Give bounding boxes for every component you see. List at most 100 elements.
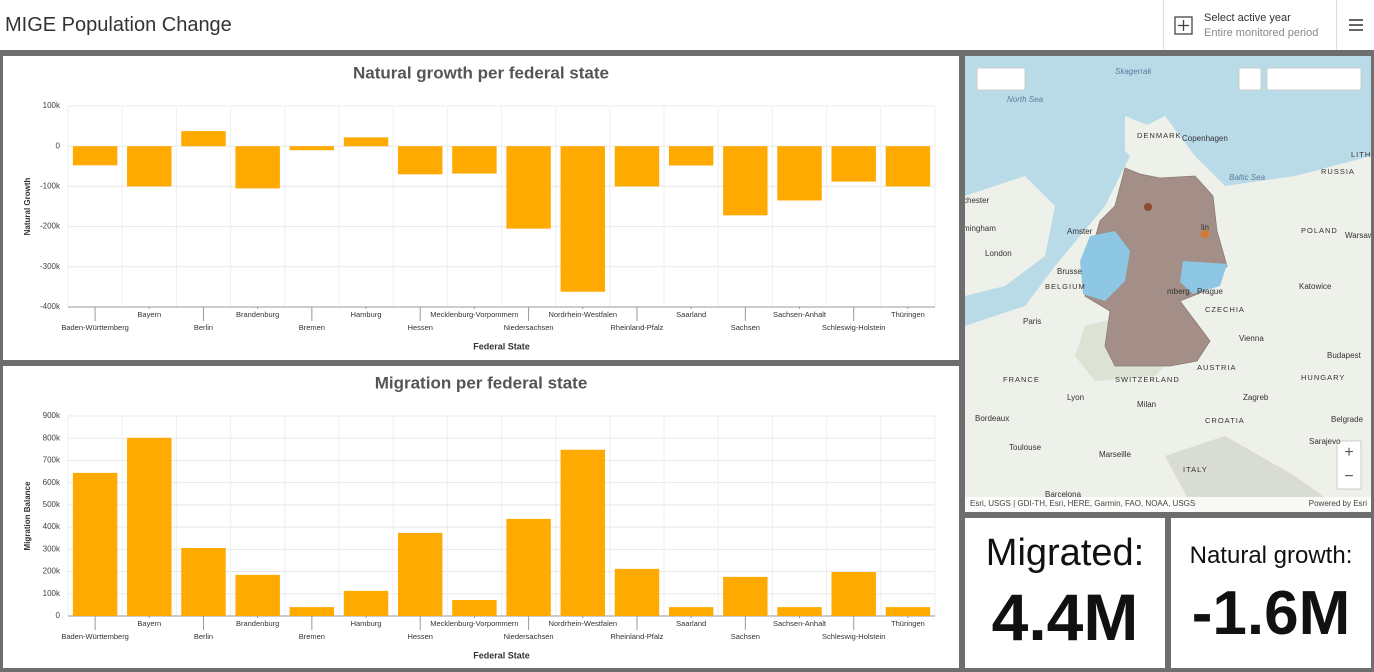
y-axis-title: Natural Growth: [23, 177, 32, 235]
indicator-label: Migrated:: [985, 532, 1145, 574]
map-label: Sarajevo: [1309, 437, 1341, 446]
y-tick-label: -200k: [40, 222, 61, 231]
x-tick-label: Mecklenburg-Vorpommern: [430, 619, 518, 628]
map-label: Baltic Sea: [1229, 173, 1266, 182]
bar: [235, 146, 280, 189]
menu-button[interactable]: [1336, 0, 1374, 50]
x-tick-label: Brandenburg: [236, 310, 279, 319]
zoom-out[interactable]: −: [1344, 468, 1353, 485]
x-tick-label: Hamburg: [351, 310, 382, 319]
map-label: RUSSIA: [1321, 167, 1355, 176]
x-tick-label: Bayern: [137, 310, 161, 319]
x-tick-label: Nordrhein-Westfalen: [548, 310, 617, 319]
year-value: Entire monitored period: [1204, 27, 1319, 39]
map-label: London: [985, 249, 1012, 258]
state-highlight: [1080, 231, 1130, 301]
x-tick-label: Baden-Württemberg: [61, 323, 129, 332]
map-label: LITH: [1351, 150, 1371, 159]
x-tick-label: Baden-Württemberg: [61, 632, 129, 641]
app-title: MIGE Population Change: [5, 14, 232, 36]
state-highlight: [1180, 261, 1227, 294]
map-label: Copenhagen: [1182, 134, 1228, 143]
bar: [452, 146, 497, 174]
map-label: lin: [1201, 223, 1209, 232]
x-tick-label: Rheinland-Pfalz: [610, 632, 663, 641]
map-label: mberg: [1167, 287, 1190, 296]
map-label: Marseille: [1099, 450, 1132, 459]
map-attribution: Esri, USGS | GDI-TH, Esri, HERE, Garmin,…: [970, 499, 1195, 508]
bar: [831, 146, 876, 182]
x-tick-label: Sachsen: [731, 323, 760, 332]
map-label: Warsaw: [1345, 231, 1371, 240]
bar: [777, 146, 822, 201]
map-label: Skagerrak: [1115, 67, 1152, 76]
map-label: Budapest: [1327, 351, 1362, 360]
bar: [127, 437, 172, 616]
y-tick-label: 600k: [43, 478, 61, 487]
bar: [560, 449, 605, 616]
y-tick-label: 700k: [43, 456, 61, 465]
map-label: Bordeaux: [975, 414, 1009, 423]
bar: [614, 568, 660, 616]
map-label: HUNGARY: [1301, 373, 1345, 382]
map-label: DENMARK: [1137, 131, 1182, 140]
zoom-in[interactable]: +: [1344, 444, 1353, 461]
land: [1165, 436, 1345, 512]
x-tick-label: Thüringen: [891, 619, 925, 628]
y-axis-title: Migration Balance: [23, 481, 32, 550]
x-tick-label: Hamburg: [351, 619, 382, 628]
map-label: Vienna: [1239, 334, 1264, 343]
basemap-button[interactable]: [976, 67, 1026, 91]
x-tick-label: Schleswig-Holstein: [822, 323, 885, 332]
year-selector[interactable]: Select active year Entire monitored peri…: [1163, 0, 1336, 50]
zoom-control[interactable]: [1336, 440, 1362, 490]
x-tick-label: Hessen: [408, 632, 433, 641]
map-label: CZECHIA: [1205, 305, 1245, 314]
search-button[interactable]: [1238, 67, 1262, 91]
x-tick-label: Berlin: [194, 632, 213, 641]
bar: [831, 572, 876, 616]
map-toolbar[interactable]: [1266, 67, 1362, 91]
bar: [235, 574, 280, 616]
x-axis-title: Federal State: [473, 341, 530, 351]
map-label: Prague: [1197, 287, 1223, 296]
x-tick-label: Brandenburg: [236, 619, 279, 628]
x-axis-title: Federal State: [473, 650, 530, 660]
bar: [452, 600, 497, 616]
y-tick-label: 500k: [43, 500, 61, 509]
x-tick-label: Berlin: [194, 323, 213, 332]
bar: [668, 146, 714, 166]
y-tick-label: -100k: [40, 182, 61, 191]
state-highlight: [1144, 203, 1152, 211]
map-label: Barcelona: [1045, 490, 1082, 499]
state-highlight: [1201, 230, 1209, 238]
chart-panel: Migration per federal state 0 100k 200k 300k…: [3, 366, 959, 668]
map-label: chester: [965, 196, 990, 205]
map-label: Lyon: [1067, 393, 1084, 402]
x-tick-label: Sachsen-Anhalt: [773, 310, 827, 319]
year-label: Select active year: [1204, 12, 1291, 24]
chart: Natural growth per federal state 100k 0 -10…: [23, 63, 936, 351]
map-powered: Powered by Esri: [1309, 499, 1367, 508]
bar: [885, 146, 931, 187]
bar: [343, 590, 389, 616]
bar: [289, 146, 335, 151]
bar: [343, 137, 389, 147]
map-label: POLAND: [1301, 226, 1338, 235]
y-tick-label: 100k: [43, 589, 61, 598]
bar: [181, 131, 226, 147]
chart-title: Migration per federal state: [375, 373, 588, 392]
y-tick-label: -300k: [40, 262, 61, 271]
map-label: SWITZERLAND: [1115, 375, 1180, 384]
chart-title: Natural growth per federal state: [353, 63, 609, 82]
map-label: Brusse: [1057, 267, 1082, 276]
bar: [885, 607, 931, 616]
x-tick-label: Bremen: [299, 323, 325, 332]
map-label: FRANCE: [1003, 375, 1040, 384]
chart: Migration per federal state 0 100k 200k 300k…: [23, 373, 936, 660]
map-label: Toulouse: [1009, 443, 1042, 452]
bar: [398, 532, 443, 616]
bar: [506, 518, 551, 616]
map-label: AUSTRIA: [1197, 363, 1237, 372]
